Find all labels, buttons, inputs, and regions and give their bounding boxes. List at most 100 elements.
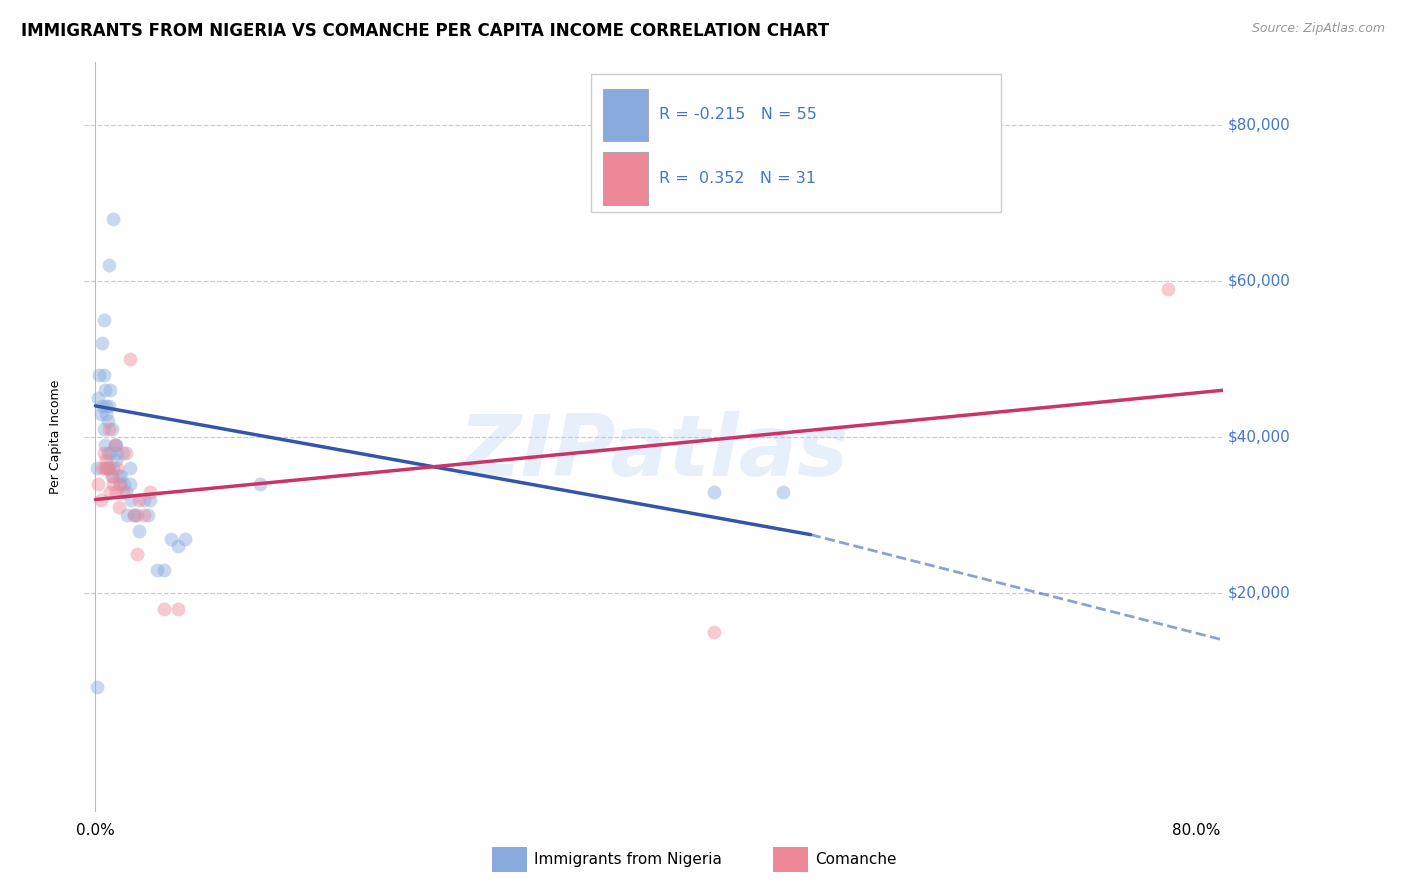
Point — [97, 414, 120, 429]
Point — [98, 399, 121, 413]
Point — [86, 461, 108, 475]
Point — [87, 476, 110, 491]
Text: $80,000: $80,000 — [1227, 118, 1291, 132]
Text: ZIPatlas: ZIPatlas — [458, 410, 849, 493]
Point — [118, 461, 141, 475]
Point — [128, 524, 150, 538]
Point — [160, 532, 183, 546]
Point — [101, 469, 124, 483]
Text: IMMIGRANTS FROM NIGERIA VS COMANCHE PER CAPITA INCOME CORRELATION CHART: IMMIGRANTS FROM NIGERIA VS COMANCHE PER … — [21, 22, 830, 40]
Point — [111, 446, 134, 460]
Point — [146, 563, 169, 577]
Point — [100, 446, 122, 460]
Point — [120, 492, 142, 507]
Point — [101, 469, 124, 483]
Point — [89, 368, 111, 382]
Point — [103, 211, 125, 226]
Point — [107, 469, 129, 483]
Point — [153, 563, 176, 577]
Text: Immigrants from Nigeria: Immigrants from Nigeria — [534, 853, 723, 867]
Point — [772, 484, 794, 499]
Point — [104, 438, 127, 452]
Point — [122, 508, 145, 523]
Point — [98, 259, 121, 273]
Point — [100, 484, 122, 499]
Point — [93, 368, 115, 382]
Point — [93, 446, 115, 460]
Point — [98, 461, 121, 475]
Point — [118, 351, 141, 366]
Point — [101, 422, 124, 436]
Point — [1157, 282, 1180, 296]
Point — [94, 384, 117, 398]
Point — [114, 446, 136, 460]
Point — [97, 446, 120, 460]
Point — [96, 407, 118, 421]
Point — [128, 492, 150, 507]
Point — [93, 422, 115, 436]
Text: Per Capita Income: Per Capita Income — [49, 380, 62, 494]
Text: R =  0.352   N = 31: R = 0.352 N = 31 — [659, 171, 817, 186]
Point — [167, 539, 190, 553]
Point — [122, 508, 145, 523]
Point — [87, 391, 110, 405]
Point — [105, 484, 127, 499]
Point — [118, 476, 141, 491]
Point — [105, 461, 128, 475]
Point — [103, 476, 125, 491]
Point — [91, 461, 114, 475]
Point — [107, 500, 129, 515]
Point — [703, 625, 725, 640]
FancyBboxPatch shape — [603, 88, 648, 141]
Point — [96, 453, 118, 467]
Text: $60,000: $60,000 — [1227, 274, 1291, 288]
Point — [105, 438, 127, 452]
Point — [132, 492, 155, 507]
Point — [703, 484, 725, 499]
Point — [153, 602, 176, 616]
Point — [114, 484, 136, 499]
Point — [112, 476, 135, 491]
Point — [91, 399, 114, 413]
Point — [90, 492, 112, 507]
Point — [90, 407, 112, 421]
Point — [86, 680, 108, 694]
Text: Comanche: Comanche — [815, 853, 897, 867]
Point — [108, 476, 131, 491]
Point — [249, 476, 271, 491]
Point — [93, 313, 115, 327]
Point — [173, 532, 195, 546]
Point — [91, 336, 114, 351]
Text: 0.0%: 0.0% — [76, 823, 115, 838]
Point — [98, 422, 121, 436]
Point — [103, 461, 125, 475]
Point — [94, 438, 117, 452]
Point — [94, 461, 117, 475]
Point — [139, 484, 162, 499]
Point — [139, 492, 162, 507]
Point — [104, 438, 127, 452]
FancyBboxPatch shape — [603, 153, 648, 205]
Point — [136, 508, 159, 523]
Point — [115, 508, 138, 523]
Point — [111, 484, 134, 499]
Point — [125, 547, 148, 561]
Point — [110, 469, 132, 483]
Point — [96, 399, 118, 413]
FancyBboxPatch shape — [591, 74, 1001, 212]
Text: $40,000: $40,000 — [1227, 430, 1291, 444]
Point — [97, 461, 120, 475]
Point — [97, 461, 120, 475]
Point — [105, 446, 128, 460]
Point — [108, 476, 131, 491]
Text: R = -0.215   N = 55: R = -0.215 N = 55 — [659, 107, 817, 122]
Text: $20,000: $20,000 — [1227, 586, 1291, 600]
Point — [125, 508, 148, 523]
Point — [105, 453, 127, 467]
Point — [100, 384, 122, 398]
Point — [167, 602, 190, 616]
Point — [132, 508, 155, 523]
Point — [96, 461, 118, 475]
Text: 80.0%: 80.0% — [1171, 823, 1220, 838]
Text: Source: ZipAtlas.com: Source: ZipAtlas.com — [1251, 22, 1385, 36]
